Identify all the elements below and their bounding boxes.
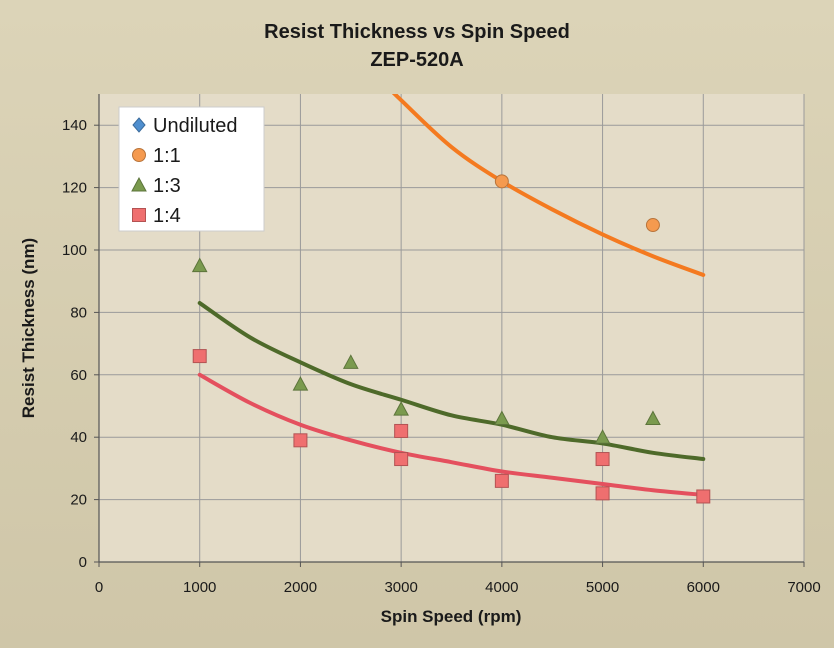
data-point-1-3 <box>191 257 208 273</box>
legend-label: 1:3 <box>153 175 181 197</box>
legend-label: 1:1 <box>153 145 181 167</box>
x-tick-label: 0 <box>95 579 103 596</box>
axes <box>94 94 805 567</box>
y-tick-label: 0 <box>79 554 87 571</box>
grid-lines <box>99 94 805 562</box>
y-tick-labels: 0 20 40 60 80 100 120 140 <box>62 117 87 571</box>
legend-marker <box>131 176 147 192</box>
x-tick-label: 3000 <box>384 579 417 596</box>
data-point-1-4 <box>293 433 308 448</box>
legend: Undiluted 1:1 1:3 1:4 <box>118 106 265 232</box>
trend-line-1-4 <box>197 372 706 497</box>
data-point-1-4 <box>192 349 207 364</box>
data-point-1-4 <box>394 452 409 467</box>
data-point-1-4 <box>394 423 409 438</box>
trend-line-1-1 <box>391 94 706 277</box>
y-tick-label: 20 <box>70 492 87 509</box>
x-tick-label: 2000 <box>284 579 317 596</box>
data-point-1-4 <box>696 489 711 504</box>
data-point-1-3 <box>393 401 409 416</box>
legend-marker <box>132 148 146 162</box>
y-tick-label: 40 <box>70 429 87 446</box>
y-tick-label: 100 <box>62 242 87 259</box>
x-tick-label: 6000 <box>687 579 720 596</box>
data-point-1-3 <box>342 354 359 369</box>
chart-title: Resist Thickness vs Spin Speed <box>264 21 570 43</box>
data-point-1-4 <box>595 452 610 467</box>
data-point-1-4 <box>494 473 509 488</box>
y-tick-label: 120 <box>62 180 87 197</box>
legend-label: Undiluted <box>153 115 238 137</box>
y-axis-label: Resist Thickness (nm) <box>19 238 38 418</box>
x-tick-label: 7000 <box>787 579 820 596</box>
data-markers <box>191 174 711 504</box>
x-tick-labels: 0 1000 2000 3000 4000 5000 6000 7000 <box>95 579 821 596</box>
x-tick-label: 5000 <box>586 579 619 596</box>
x-tick-label: 4000 <box>485 579 518 596</box>
legend-label: 1:4 <box>153 205 181 227</box>
trend-line-1-3 <box>197 301 706 462</box>
data-point-1-4 <box>595 486 610 501</box>
x-tick-label: 1000 <box>183 579 216 596</box>
x-axis-label: Spin Speed (rpm) <box>381 607 522 626</box>
data-point-1-3 <box>645 410 661 425</box>
y-tick-label: 80 <box>70 304 87 321</box>
chart-subtitle: ZEP-520A <box>370 49 463 71</box>
data-point-1-3 <box>594 429 611 444</box>
data-point-1-3 <box>292 376 309 391</box>
data-point-1-3 <box>494 410 510 425</box>
y-tick-label: 140 <box>62 117 87 134</box>
legend-marker <box>132 208 146 222</box>
legend-marker <box>132 117 146 133</box>
data-point-1-1 <box>645 218 660 233</box>
y-tick-label: 60 <box>70 367 87 384</box>
data-point-1-1 <box>494 174 509 189</box>
trend-lines <box>197 94 706 497</box>
